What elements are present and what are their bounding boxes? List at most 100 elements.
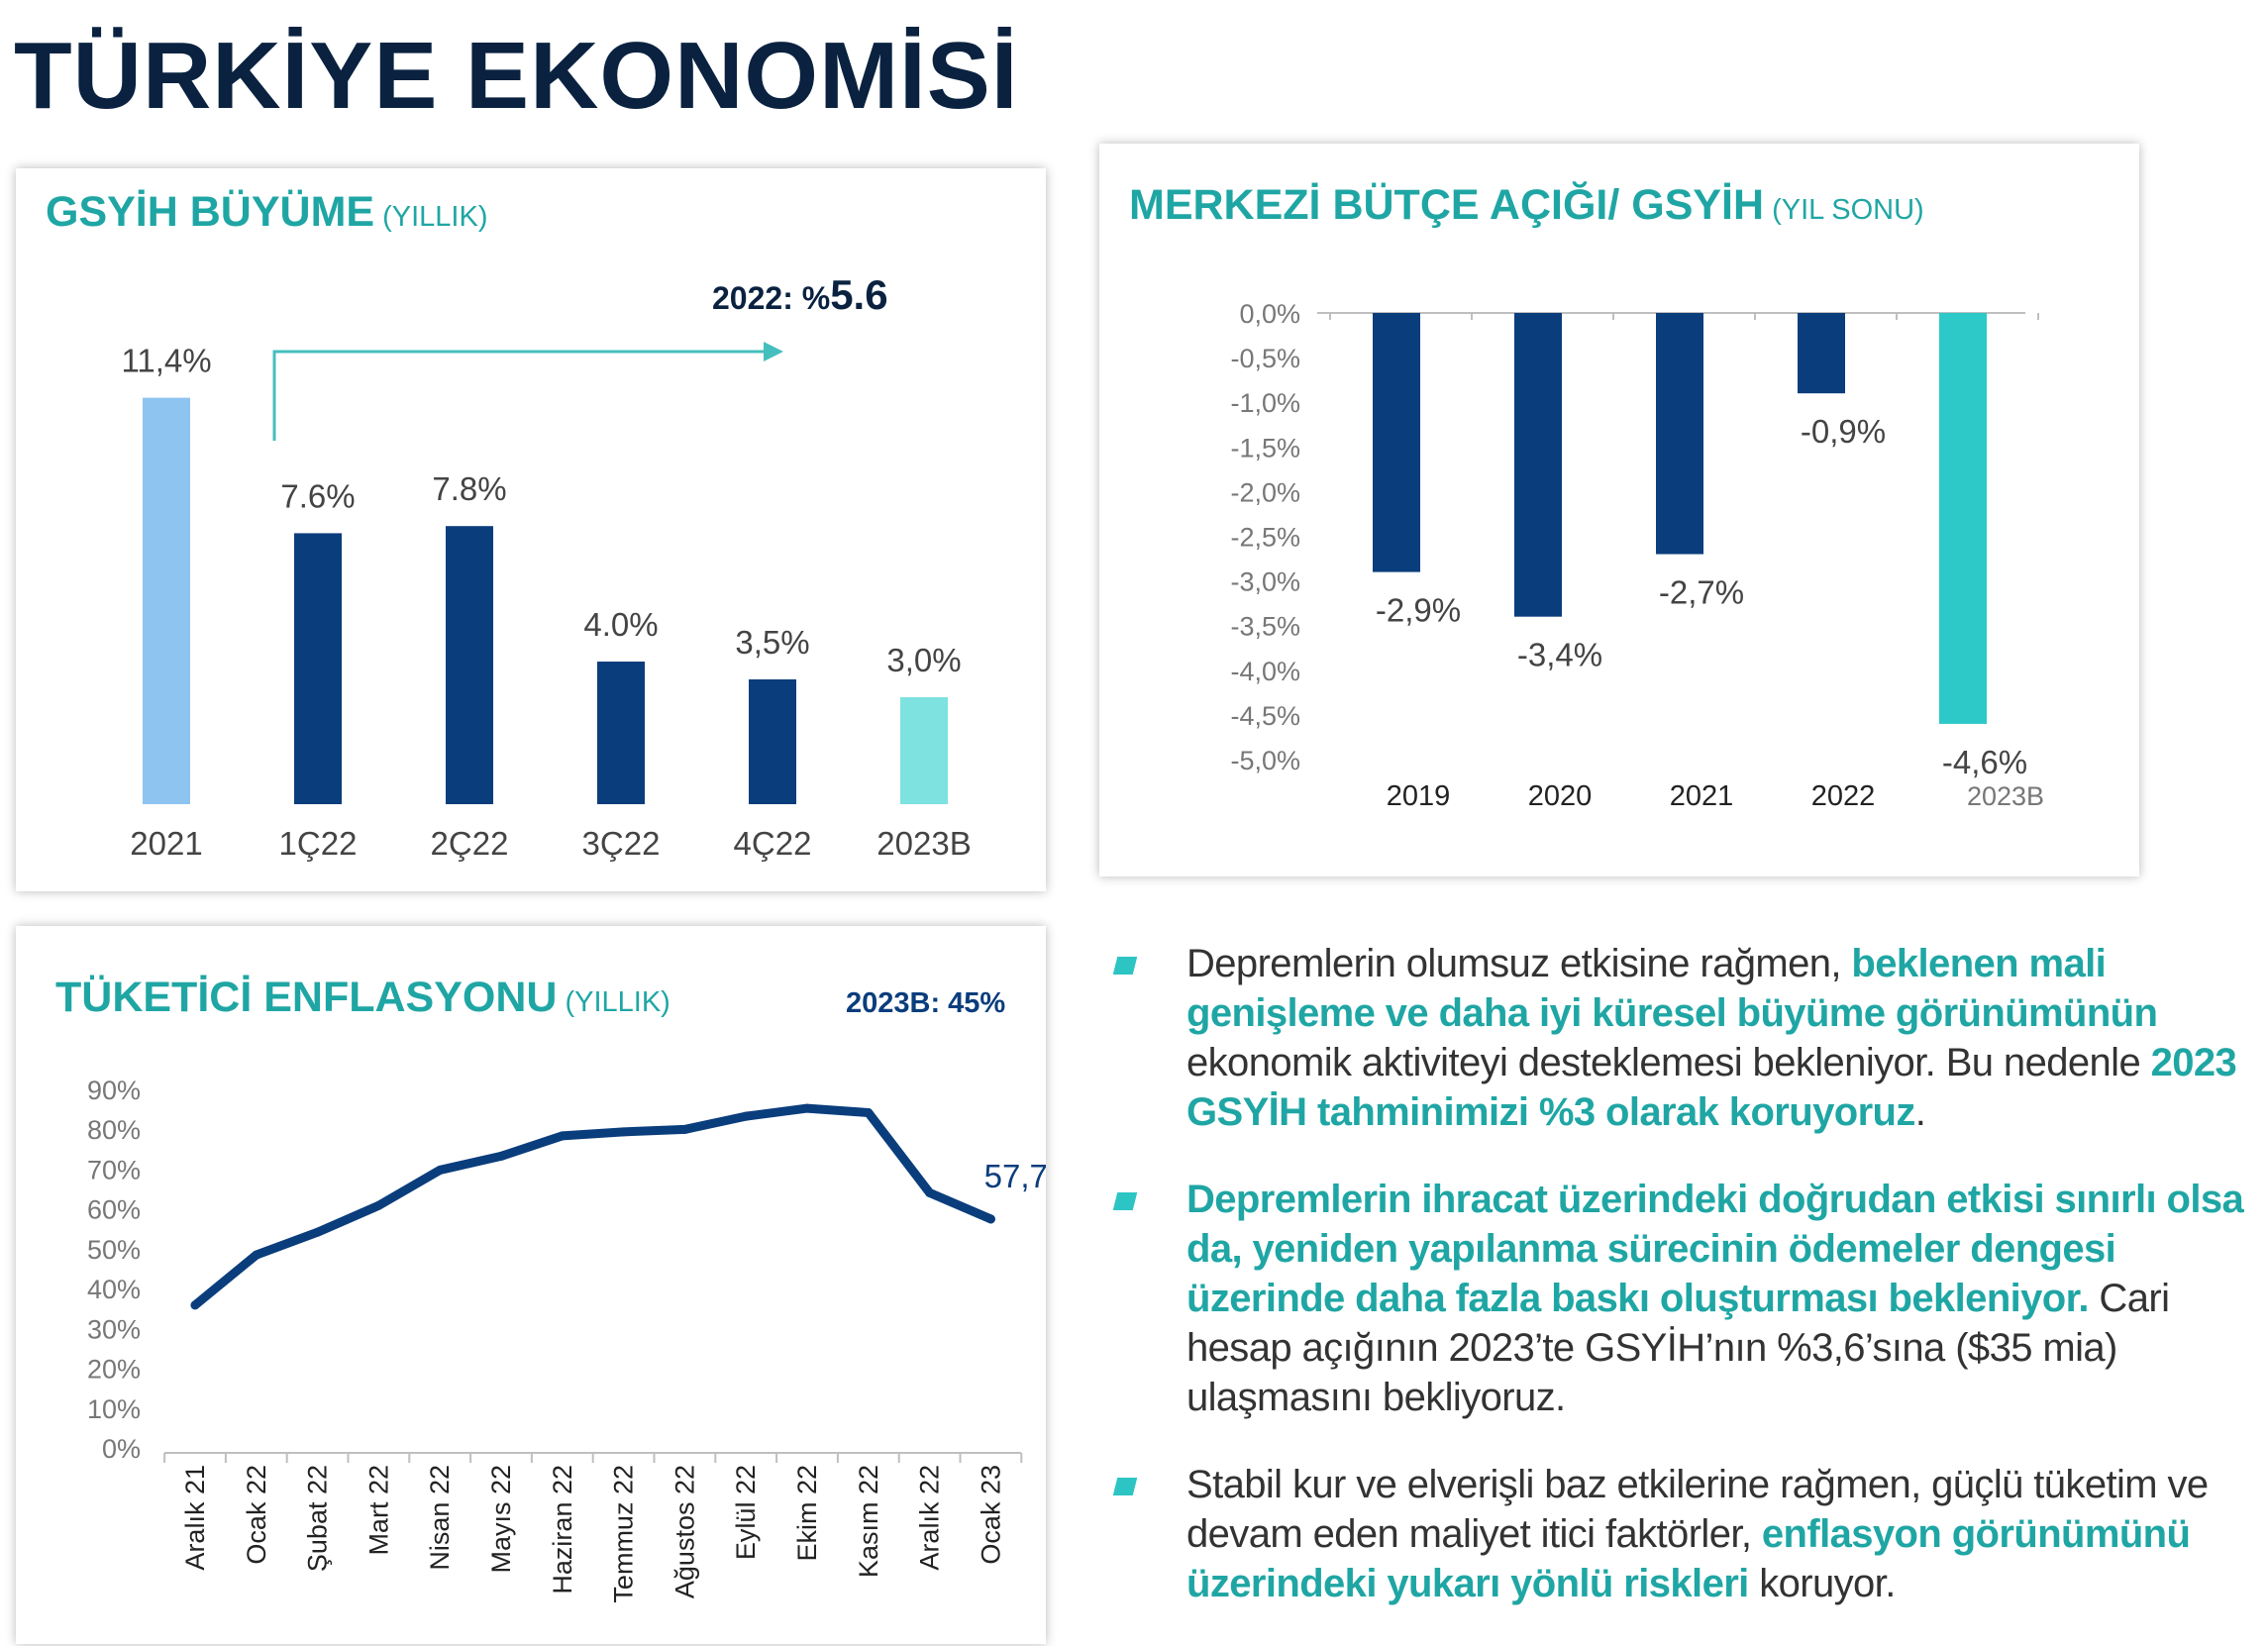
- gdp-category-label: 1Ç22: [279, 825, 358, 862]
- bullet-marker-icon: [1112, 957, 1138, 975]
- cpi-category-label: Aralık 21: [180, 1465, 210, 1571]
- budget-category-label: 2021: [1670, 780, 1734, 812]
- bullet-highlight-text: beklenen mali genişleme ve daha iyi küre…: [1186, 942, 2158, 1035]
- cpi-end-label: 57,7%: [984, 1158, 1046, 1194]
- gdp-category-label: 2Ç22: [431, 825, 509, 862]
- budget-ytick-label: -4,0%: [1230, 657, 1300, 686]
- bullet-highlight-text: Depremlerin ihracat üzerindeki doğrudan …: [1186, 1178, 2244, 1320]
- budget-ytick-label: -2,0%: [1230, 477, 1300, 507]
- cpi-ytick-label: 70%: [87, 1155, 141, 1184]
- cpi-ytick-label: 90%: [87, 1076, 141, 1105]
- page-title: TÜRKİYE EKONOMİSİ: [14, 23, 1019, 129]
- cpi-category-label: Temmuz 22: [609, 1465, 639, 1603]
- budget-ytick-label: -1,5%: [1230, 433, 1300, 463]
- cpi-ytick-label: 40%: [87, 1275, 141, 1304]
- budget-bar: [1514, 313, 1562, 617]
- cpi-data-point: [802, 1103, 812, 1113]
- cpi-category-label: Ekim 22: [792, 1465, 822, 1562]
- bullet-text: Stabil kur ve elverişli baz etkilerine r…: [1186, 1463, 2209, 1556]
- cpi-category-label: Kasım 22: [854, 1465, 883, 1578]
- cpi-category-label: Ocak 23: [976, 1465, 1005, 1565]
- bullet-text: Depremlerin olumsuz etkisine rağmen,: [1186, 942, 1852, 985]
- cpi-category-label: Eylül 22: [731, 1465, 761, 1560]
- commentary-bullet: Depremlerin olumsuz etkisine rağmen, bek…: [1111, 939, 2250, 1137]
- cpi-data-point: [619, 1127, 629, 1137]
- bullet-text: Cari hesap açığının 2023’te GSYİH’nın %3…: [1186, 1277, 2170, 1419]
- cpi-category-label: Mayıs 22: [486, 1465, 516, 1574]
- budget-bar: [1373, 313, 1420, 572]
- budget-ytick-label: -2,5%: [1230, 523, 1300, 553]
- gdp-category-label: 4Ç22: [734, 825, 812, 862]
- gdp-bar: [294, 533, 342, 804]
- budget-data-label: -3,4%: [1517, 637, 1602, 673]
- budget-deficit-chart: 0,0% -0,5% -1,0% -1,5% -2,0% -2,5% -3,0% -3,5% -…: [1230, 299, 2044, 812]
- cpi-ytick-label: 80%: [87, 1115, 141, 1145]
- commentary-bullets: Depremlerin olumsuz etkisine rağmen, bek…: [1111, 939, 2250, 1646]
- cpi-inflation-chart: 0% 10% 20% 30% 40% 50% 60% 70% 80% 90% 57,7% Aralık…: [87, 1076, 1046, 1603]
- budget-deficit-panel: MERKEZİ BÜTÇE AÇIĞI/ GSYİH (YIL SONU) 0,0…: [1099, 144, 2139, 876]
- gdp-bar: [900, 697, 948, 804]
- gdp-category-label: 3Ç22: [582, 825, 661, 862]
- cpi-data-point: [313, 1227, 323, 1237]
- budget-data-label: -2,7%: [1659, 574, 1744, 611]
- gdp-data-label: 7.6%: [280, 477, 355, 514]
- gdp-data-label: 3,5%: [735, 624, 809, 661]
- cpi-subtitle: (YILLIK): [565, 986, 670, 1018]
- cpi-data-point: [190, 1300, 200, 1310]
- cpi-inflation-panel: TÜKETİCİ ENFLASYONU (YILLIK) 2023B: 45% 0…: [16, 926, 1046, 1644]
- cpi-data-point: [435, 1165, 445, 1175]
- bullet-text: koruyor.: [1748, 1562, 1896, 1605]
- gdp-growth-chart: 11,4% 2021 7.6% 1Ç22 7.8% 2Ç22 4.0% 3Ç22 3,5% 4Ç2…: [121, 271, 971, 862]
- gdp-data-label: 4.0%: [583, 606, 658, 643]
- gdp-bar: [446, 526, 493, 804]
- budget-ytick-label: -0,5%: [1230, 344, 1300, 373]
- budget-subtitle: (YIL SONU): [1772, 194, 1924, 226]
- gdp-subtitle: (YILLIK): [382, 201, 488, 233]
- cpi-category-label: Aralık 22: [915, 1465, 945, 1571]
- budget-category-label: 2019: [1387, 780, 1451, 812]
- budget-bar: [1939, 313, 1987, 724]
- budget-category-label: 2020: [1528, 780, 1593, 812]
- cpi-data-point: [741, 1111, 751, 1121]
- budget-category-label: 2022: [1811, 780, 1876, 812]
- bullet-text: .: [1914, 1090, 1926, 1134]
- gdp-bar: [749, 679, 796, 804]
- budget-title-text: MERKEZİ BÜTÇE AÇIĞI/ GSYİH: [1129, 181, 1765, 229]
- gdp-data-label: 3,0%: [886, 642, 961, 678]
- cpi-data-point: [252, 1250, 261, 1260]
- budget-data-label: -0,9%: [1801, 413, 1886, 450]
- cpi-ytick-label: 10%: [87, 1394, 141, 1424]
- cpi-forecast-label: 2023B: 45%: [846, 987, 1006, 1019]
- gdp-category-label: 2023B: [876, 825, 971, 862]
- bullet-highlight-text: 2023 GSYİH tahminimizi %3 olarak koruyor…: [1186, 1041, 2237, 1134]
- bullet-highlight-text: enflasyon görünümünü üzerindeki yukarı y…: [1186, 1512, 2191, 1605]
- cpi-data-point: [373, 1200, 383, 1210]
- cpi-ytick-label: 20%: [87, 1355, 141, 1385]
- gdp-annotation-arrow-line: [272, 350, 770, 441]
- gdp-title-text: GSYİH BÜYÜME: [46, 188, 375, 236]
- budget-category-label: 2023B: [1967, 781, 2044, 811]
- budget-ytick-label: -3,5%: [1230, 612, 1300, 642]
- bullet-text: ekonomik aktiviteyi desteklemesi bekleni…: [1186, 1041, 2151, 1084]
- budget-ytick-label: -4,5%: [1230, 701, 1300, 731]
- cpi-category-label: Haziran 22: [548, 1465, 577, 1595]
- gdp-bar: [597, 662, 645, 804]
- cpi-data-point: [679, 1124, 689, 1134]
- budget-bar: [1656, 313, 1703, 555]
- cpi-category-label: Nisan 22: [425, 1465, 455, 1571]
- gdp-data-label: 11,4%: [121, 343, 211, 379]
- gdp-growth-panel: GSYİH BÜYÜME (YILLIK) 11,4% 2021 7.6% 1Ç22 7.…: [16, 168, 1046, 891]
- cpi-data-point: [496, 1151, 506, 1161]
- cpi-data-point: [558, 1131, 567, 1141]
- cpi-category-label: Şubat 22: [303, 1465, 333, 1572]
- budget-data-label: -4,6%: [1942, 744, 2027, 780]
- cpi-ytick-label: 30%: [87, 1314, 141, 1344]
- cpi-ytick-label: 50%: [87, 1235, 141, 1265]
- gdp-data-label: 7.8%: [432, 470, 506, 507]
- gdp-bar: [143, 397, 190, 804]
- cpi-series-line: [190, 1103, 995, 1310]
- bullet-marker-icon: [1112, 1478, 1138, 1495]
- gdp-annotation-arrow-head: [764, 342, 783, 361]
- cpi-data-point: [925, 1187, 935, 1197]
- budget-bar: [1798, 313, 1845, 394]
